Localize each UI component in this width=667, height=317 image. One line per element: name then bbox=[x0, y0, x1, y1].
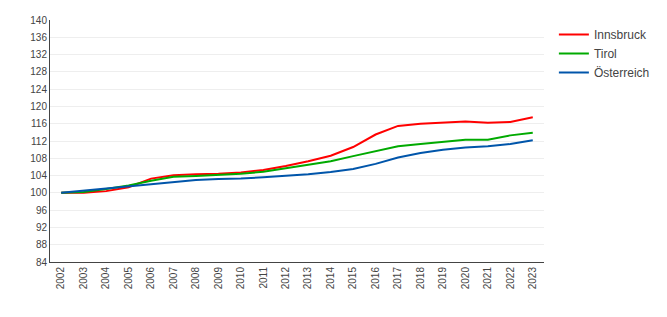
svg-text:84: 84 bbox=[36, 257, 48, 268]
svg-text:2016: 2016 bbox=[370, 267, 381, 290]
svg-text:132: 132 bbox=[30, 49, 47, 60]
svg-text:124: 124 bbox=[30, 84, 47, 95]
svg-text:2007: 2007 bbox=[168, 267, 179, 290]
svg-text:112: 112 bbox=[31, 136, 47, 147]
svg-text:2008: 2008 bbox=[190, 267, 201, 290]
svg-text:136: 136 bbox=[30, 32, 47, 43]
svg-text:2011: 2011 bbox=[258, 267, 269, 289]
svg-text:108: 108 bbox=[30, 153, 47, 164]
svg-text:Tirol: Tirol bbox=[594, 47, 617, 61]
svg-text:2003: 2003 bbox=[78, 267, 89, 290]
svg-text:Innsbruck: Innsbruck bbox=[594, 28, 647, 42]
svg-text:116: 116 bbox=[31, 118, 47, 129]
svg-text:2022: 2022 bbox=[505, 267, 516, 290]
svg-text:2017: 2017 bbox=[392, 267, 403, 290]
svg-text:2018: 2018 bbox=[415, 267, 426, 290]
svg-text:Österreich: Österreich bbox=[594, 66, 649, 80]
svg-text:88: 88 bbox=[36, 239, 48, 250]
svg-text:2004: 2004 bbox=[100, 267, 111, 290]
svg-text:2015: 2015 bbox=[347, 267, 358, 290]
svg-text:2005: 2005 bbox=[123, 267, 134, 290]
svg-text:2021: 2021 bbox=[482, 267, 493, 290]
svg-text:96: 96 bbox=[36, 205, 48, 216]
svg-text:128: 128 bbox=[30, 66, 47, 77]
svg-text:140: 140 bbox=[30, 15, 47, 26]
svg-text:2014: 2014 bbox=[325, 267, 336, 290]
svg-text:92: 92 bbox=[36, 222, 48, 233]
svg-text:2006: 2006 bbox=[145, 267, 156, 290]
svg-text:2002: 2002 bbox=[55, 267, 66, 290]
svg-text:2010: 2010 bbox=[235, 267, 246, 290]
svg-text:100: 100 bbox=[30, 187, 47, 198]
svg-text:2012: 2012 bbox=[280, 267, 291, 290]
svg-text:104: 104 bbox=[30, 170, 47, 181]
svg-text:2019: 2019 bbox=[437, 267, 448, 290]
svg-text:2013: 2013 bbox=[302, 267, 313, 290]
svg-text:2009: 2009 bbox=[213, 267, 224, 290]
svg-text:120: 120 bbox=[30, 101, 47, 112]
svg-text:2023: 2023 bbox=[527, 267, 538, 290]
svg-text:2020: 2020 bbox=[460, 267, 471, 290]
